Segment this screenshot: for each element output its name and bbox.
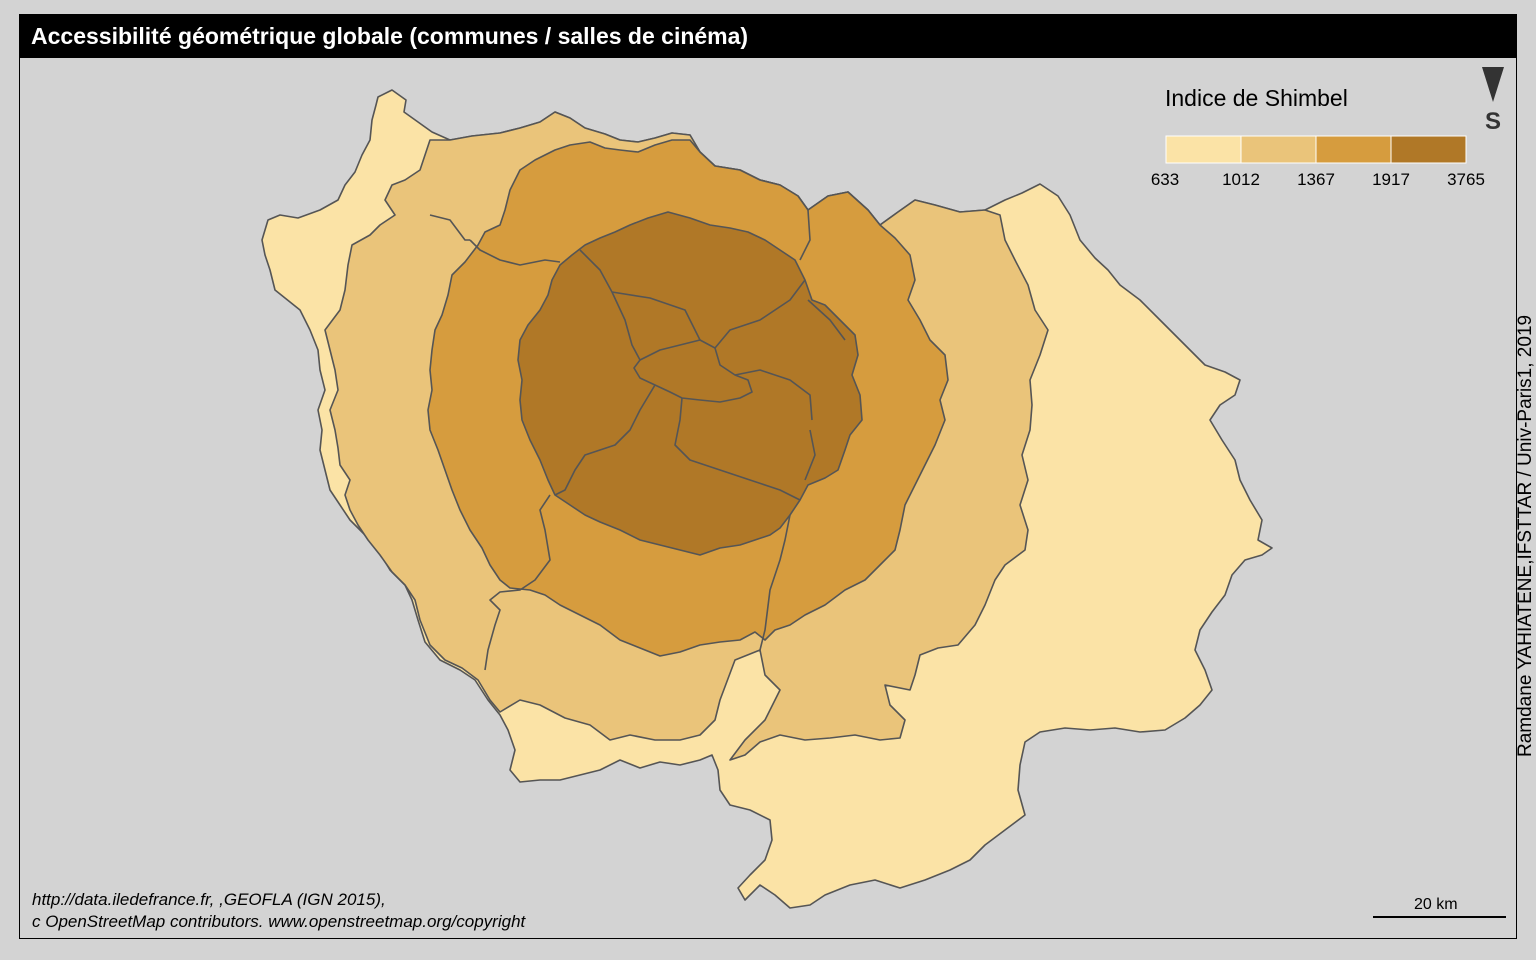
inner-ring-boundary	[554, 249, 813, 501]
legend-swatches	[1165, 135, 1467, 164]
title-bar: Accessibilité géométrique globale (commu…	[19, 14, 1517, 58]
outer-department-boundaries	[429, 209, 846, 671]
legend-label-3: 1367	[1297, 170, 1335, 189]
legend-label-1: 633	[1150, 170, 1180, 189]
north-arrow-icon	[1482, 67, 1504, 102]
department-boundaries	[429, 209, 846, 671]
source-line-1: http://data.iledefrance.fr, ,GEOFLA (IGN…	[32, 890, 386, 909]
zone-class-4	[517, 211, 863, 556]
legend-label-4: 1917	[1372, 170, 1410, 189]
legend-title: Indice de Shimbel	[1165, 85, 1348, 111]
legend-swatch-4	[1390, 135, 1467, 164]
legend-swatch-2	[1240, 135, 1317, 164]
scale-label: 20 km	[1414, 896, 1458, 913]
map-title: Accessibilité géométrique globale (commu…	[31, 23, 749, 49]
legend-label-2: 1012	[1222, 170, 1260, 189]
author-credit: Ramdane YAHIATENE,IFSTTAR / Univ-Paris1,…	[1515, 314, 1536, 757]
scale-bar	[1373, 916, 1506, 918]
region-map	[261, 89, 1273, 909]
sources: http://data.iledefrance.fr, ,GEOFLA (IGN…	[32, 889, 525, 933]
legend-label-5: 3765	[1447, 170, 1485, 189]
legend-swatch-1	[1165, 135, 1242, 164]
north-arrow-letter: S	[1485, 108, 1502, 135]
legend-swatch-3	[1315, 135, 1392, 164]
paris-boundary	[633, 339, 753, 403]
source-line-2: c OpenStreetMap contributors. www.openst…	[32, 912, 526, 931]
